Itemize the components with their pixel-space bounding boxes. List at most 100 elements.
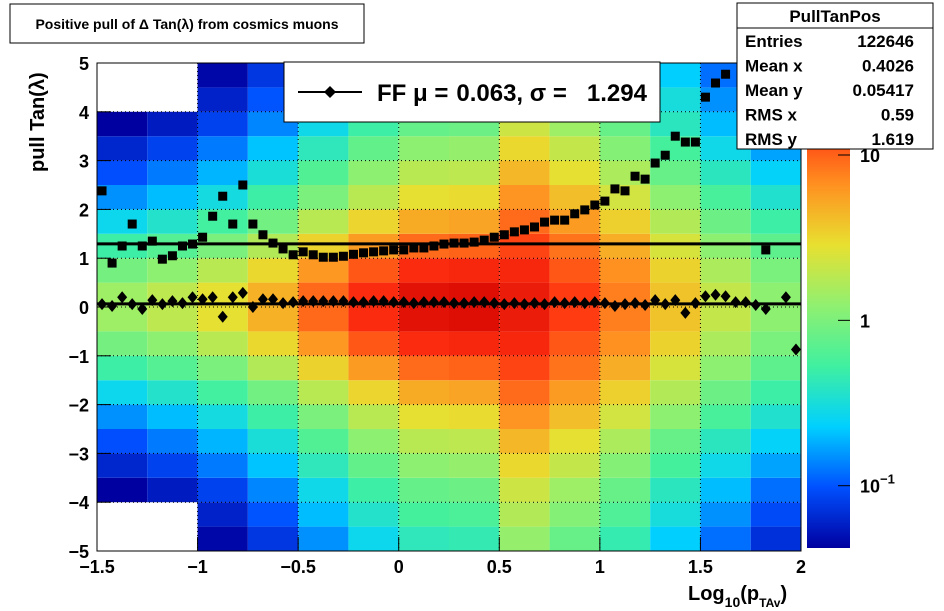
heatmap-cell	[750, 331, 801, 356]
mean-point	[780, 291, 791, 304]
heatmap-cell	[97, 136, 148, 161]
heatmap-cell	[197, 477, 248, 503]
sigma-point	[479, 235, 489, 245]
heatmap-cell	[97, 453, 148, 478]
mean-point	[710, 288, 721, 301]
heatmap-cell	[97, 404, 148, 429]
heatmap-cell	[700, 209, 751, 234]
sigma-point	[258, 230, 268, 240]
heatmap-cell	[298, 185, 349, 210]
heatmap-cell	[549, 258, 600, 283]
z-tick-exponent: −1	[880, 472, 895, 487]
sigma-point	[640, 174, 650, 184]
heatmap-cell	[750, 502, 801, 527]
heatmap-cell	[650, 258, 701, 283]
heatmap-cell	[147, 404, 198, 429]
mean-point	[388, 296, 399, 309]
heatmap-cell	[398, 526, 449, 551]
y-tick-label: 4	[79, 103, 89, 123]
heatmap-cell	[599, 404, 651, 429]
mean-point	[117, 291, 128, 304]
stats-label: RMS y	[745, 130, 798, 149]
mean-point	[187, 291, 198, 304]
sigma-point	[761, 245, 771, 255]
heatmap-cell	[650, 331, 701, 356]
mean-point	[378, 295, 389, 308]
mean-point	[489, 297, 500, 310]
mean-point	[760, 302, 771, 315]
heatmap-cell	[147, 111, 198, 137]
heatmap-cell	[449, 355, 500, 381]
heatmap-cell	[398, 429, 449, 454]
heatmap-cell	[599, 307, 651, 332]
heatmap-cell	[499, 160, 550, 185]
mean-point	[609, 300, 620, 313]
stats-value: 0.05417	[853, 81, 914, 100]
mean-point	[479, 296, 490, 309]
heatmap-cell	[197, 355, 248, 381]
heatmap-cell	[247, 380, 299, 405]
sigma-point	[117, 241, 127, 251]
heatmap-cell	[599, 380, 651, 405]
mean-point	[579, 297, 590, 310]
heatmap-cell	[750, 233, 801, 259]
heatmap-cell	[398, 404, 449, 429]
sigma-point	[218, 191, 228, 201]
heatmap-cell	[499, 380, 550, 405]
heatmap-cell	[197, 380, 248, 405]
mean-point	[298, 295, 309, 308]
heatmap-cell	[197, 331, 248, 356]
heatmap-cell	[650, 453, 701, 478]
heatmap-cell	[700, 453, 751, 478]
heatmap-cell	[499, 331, 550, 356]
mean-point	[539, 298, 550, 311]
heatmap-cell	[750, 526, 801, 551]
mean-point	[670, 294, 681, 307]
heatmap-cell	[499, 185, 550, 210]
sigma-point	[167, 251, 177, 261]
heatmap-cell	[298, 307, 349, 332]
heatmap-cell	[398, 160, 449, 185]
heatmap-cell	[147, 307, 198, 332]
sigma-point	[499, 230, 509, 240]
heatmap-cell	[298, 136, 349, 161]
heatmap-cell	[549, 136, 600, 161]
sigma-point	[359, 248, 369, 258]
heatmap-cell	[650, 233, 701, 259]
mean-point	[469, 296, 480, 309]
heatmap-cell	[97, 380, 148, 405]
stats-label: Entries	[745, 32, 803, 51]
heatmap-cell	[197, 502, 248, 527]
heatmap-cell	[449, 502, 500, 527]
x-axis-label: Log10(pTAv)	[688, 583, 787, 610]
heatmap-cell	[750, 404, 801, 429]
y-axis-label: pull Tan(λ)	[27, 72, 49, 172]
sigma-point	[248, 219, 258, 229]
mean-point	[237, 286, 248, 299]
sigma-point	[630, 171, 640, 181]
heatmap-cell	[449, 160, 500, 185]
heatmap-cell	[97, 307, 148, 332]
heatmap-cell	[247, 502, 299, 527]
x-tick-label: −1.5	[79, 557, 115, 577]
sigma-point	[268, 238, 278, 248]
z-tick-label: 1	[860, 311, 870, 331]
mean-point	[499, 298, 510, 311]
heatmap-cell	[97, 331, 148, 356]
heatmap-cell	[750, 258, 801, 283]
heatmap-cell	[147, 160, 198, 185]
heatmap-cell	[398, 209, 449, 234]
heatmap-cell	[449, 526, 500, 551]
heatmap-cell	[449, 380, 500, 405]
y-tick-label: 3	[79, 152, 89, 172]
legend-mu: 0.063	[456, 80, 516, 107]
heatmap-cell	[700, 404, 751, 429]
heatmap-cell	[197, 87, 248, 112]
mean-point	[549, 296, 560, 309]
sigma-point	[198, 232, 208, 242]
stats-value: 0.4026	[862, 57, 914, 76]
sigma-point	[439, 239, 449, 249]
mean-point	[338, 295, 349, 308]
heatmap-cell	[650, 307, 701, 332]
mean-point	[358, 296, 369, 309]
